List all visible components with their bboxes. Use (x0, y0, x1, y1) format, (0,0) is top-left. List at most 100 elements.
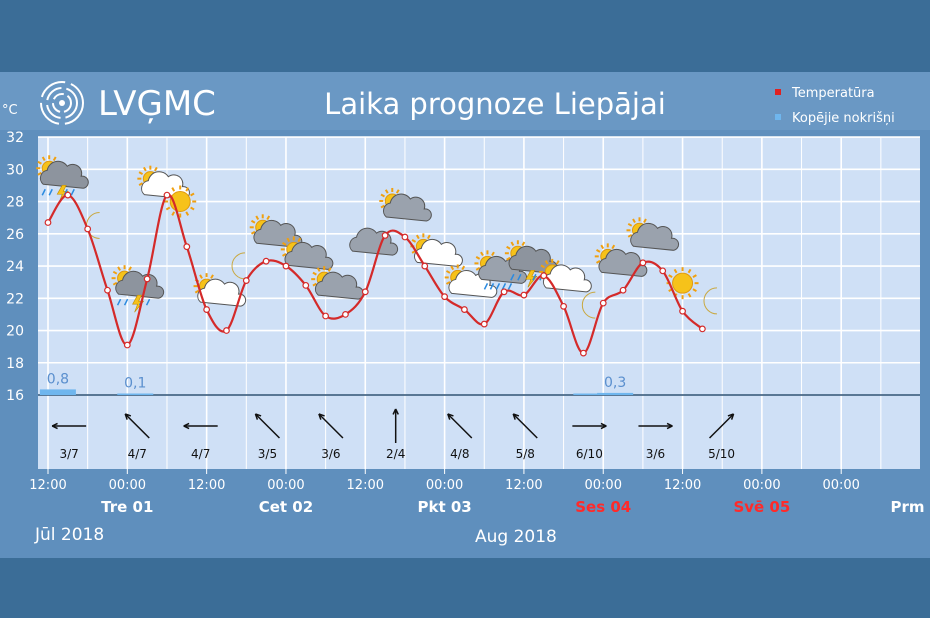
y-tick-label: 18 (6, 356, 24, 372)
x-tick-label: 00:00 (585, 478, 622, 493)
precipitation-bar (597, 392, 634, 395)
temperature-point (104, 286, 111, 294)
temperature-point (44, 219, 52, 226)
temperature-point (659, 267, 667, 275)
weather-icons (36, 155, 717, 319)
y-tick-label: 32 (6, 130, 24, 146)
wind-label: 4/7 (128, 447, 147, 461)
x-axis: 12:00 00:00 12:00 00:00 12:00 00:00 12:00 00:00… (29, 469, 930, 516)
legend-swatch-temperature (775, 89, 781, 95)
wind-label: 6/10 (576, 447, 603, 461)
temperature-point (203, 306, 211, 313)
precipitation-bar (573, 393, 610, 395)
y-tick-label: 22 (6, 291, 24, 307)
temperature-point (480, 320, 488, 328)
temperature-point (639, 259, 647, 267)
x-tick-label: 00:00 (822, 478, 859, 493)
wind-label: 4/7 (191, 447, 210, 461)
wind-arrow-icon (254, 413, 281, 439)
x-tick-label: 00:00 (267, 478, 304, 493)
precipitation-label: 0,3 (604, 375, 626, 391)
wind-label: 3/6 (646, 447, 665, 461)
x-tick-label: 12:00 (505, 478, 542, 493)
x-tick-label: 12:00 (29, 478, 66, 493)
wind-arrow-icon (124, 413, 150, 439)
moon-icon (581, 291, 596, 319)
temperature-point (242, 277, 250, 284)
temperature-point (322, 312, 330, 320)
temperature-point (381, 232, 389, 239)
day-label: Pkt 03 (417, 498, 471, 516)
day-label: Tre 01 (101, 498, 153, 516)
temperature-point (540, 272, 548, 280)
wind-label: 3/5 (258, 447, 277, 461)
partly-cloudy-icon (539, 258, 592, 293)
day-label: Cet 02 (259, 498, 313, 516)
partly-cloudy-icon (193, 273, 247, 307)
partly-cloudy-dark-icon (626, 217, 680, 251)
partly-cloudy-icon (137, 165, 190, 200)
legend: Temperatūra Kopējie nokrišņi (775, 86, 895, 126)
temperature-point (361, 288, 369, 296)
brand-logo-icon (40, 81, 84, 125)
y-tick-label: 26 (6, 227, 24, 243)
wind-arrow-icon (447, 413, 473, 439)
page-title: Laika prognoze Liepājai (324, 87, 666, 121)
temperature-point (599, 299, 607, 307)
wind-plot-area (38, 395, 920, 469)
temperature-point (143, 275, 151, 283)
temperature-point (698, 325, 706, 333)
y-axis-unit: °C (2, 103, 18, 118)
temperature-point (302, 281, 310, 289)
partly-cloudy-dark-icon (594, 243, 648, 277)
month-label-left: Jūl 2018 (34, 525, 104, 545)
wind-label: 4/8 (450, 447, 469, 461)
y-tick-label: 30 (6, 162, 24, 178)
y-tick-label: 24 (6, 259, 24, 275)
y-tick-label: 16 (6, 388, 24, 404)
temperature-point (441, 293, 449, 301)
temperature-point (282, 262, 290, 270)
wind-label: 5/8 (516, 447, 535, 461)
wind-label: 3/6 (321, 447, 340, 461)
partly-cloudy-dark-icon (379, 187, 432, 222)
moon-icon (703, 287, 717, 315)
wind-arrow-icon (183, 422, 218, 430)
thunder-rain-icon (504, 240, 558, 288)
temperature-point (580, 349, 587, 357)
temperature-series (44, 191, 706, 357)
x-tick-label: 00:00 (426, 478, 463, 493)
temperature-point (619, 286, 627, 294)
temperature-point (679, 307, 686, 315)
precipitation-bar (39, 389, 76, 395)
x-tick-label: 00:00 (109, 478, 146, 493)
temperature-point (520, 291, 528, 299)
precipitation-bars: 0,8 0,1 0,3 (39, 371, 634, 395)
y-tick-label: 28 (6, 195, 24, 211)
wind-arrow-icon (51, 422, 87, 430)
sun-icon (666, 267, 699, 300)
precipitation-label: 0,8 (47, 371, 69, 387)
header-band (0, 72, 930, 130)
day-label: Svē 05 (733, 498, 790, 516)
partly-cloudy-dark-icon (311, 266, 364, 300)
month-label-center: Aug 2018 (475, 527, 557, 547)
y-axis: 16 18 20 22 24 26 28 30 32 (6, 130, 24, 404)
precipitation-label: 0,1 (124, 376, 146, 392)
wind-row: 3/7 4/7 4/7 3/5 3/6 2/4 4/8 5/8 6/10 3/6 5/10 (51, 408, 735, 461)
x-tick-label: 12:00 (188, 478, 225, 493)
wind-arrow-icon (512, 413, 538, 439)
partly-cloudy-icon (410, 233, 463, 267)
x-tick-label: 12:00 (347, 478, 384, 493)
legend-label-temperature: Temperatūra (791, 86, 875, 101)
wind-label: 3/7 (59, 447, 78, 461)
temperature-point (421, 262, 429, 270)
temperature-point (401, 233, 409, 241)
wind-arrow-icon (318, 413, 344, 439)
temperature-point (342, 311, 349, 318)
day-label: Ses 04 (575, 498, 631, 516)
temperature-point (500, 288, 508, 296)
temperature-point (163, 191, 171, 199)
